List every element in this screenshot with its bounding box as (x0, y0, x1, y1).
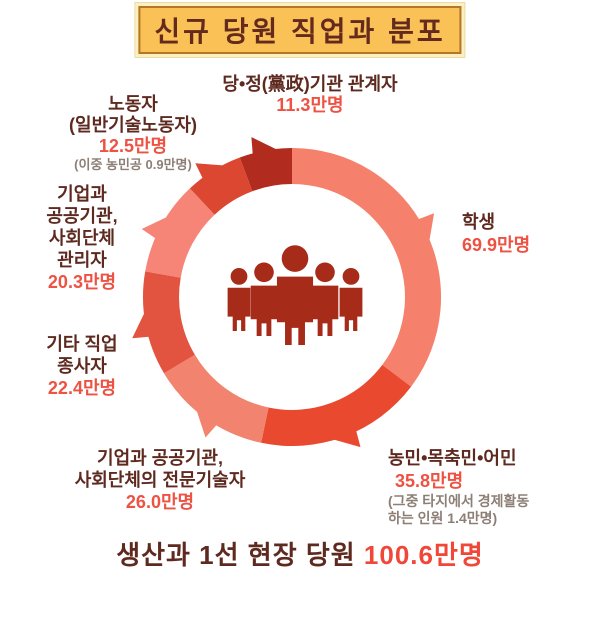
segment-value: 20.3만명 (47, 272, 117, 292)
segment-label: 기업과 (57, 184, 107, 204)
title-box: 신규 당원 직업과 분포 (135, 3, 465, 57)
person-silhouette-icon (311, 262, 339, 336)
segment-label: 농민•목축민•어민 (388, 448, 517, 468)
label-professionals: 기업과 공공기관, 사회단체의 전문기술자 26.0만명 (35, 447, 285, 513)
person-silhouette-icon (339, 268, 363, 331)
footer-total: 생산과 1선 현장 당원 100.6만명 (0, 535, 600, 572)
segment-label: (일반기술노동자) (69, 115, 197, 135)
footer-value: 100.6만명 (363, 540, 484, 570)
segment-label: 학생 (462, 212, 496, 232)
person-silhouette-icon (250, 262, 278, 336)
segment-label: 기타 직업 (46, 334, 118, 354)
label-workers: 노동자 (일반기술노동자) 12.5만명 (이중 농민공 0.9만명) (43, 94, 223, 173)
label-students: 학생 69.9만명 (462, 211, 582, 257)
segment-label: 사회단체의 전문기술자 (74, 470, 246, 490)
segment-label: 사회단체 (48, 228, 116, 248)
segment-note: (이중 농민공 0.9만명) (74, 157, 192, 172)
segment-value: 35.8만명 (395, 471, 464, 491)
footer-text: 생산과 1선 현장 당원 (116, 540, 364, 570)
segment-value: 12.5만명 (98, 136, 168, 156)
donut-segment-farmers (261, 364, 412, 448)
page-title: 신규 당원 직업과 분포 (138, 6, 462, 54)
people-group-icon (227, 245, 363, 345)
label-managers: 기업과 공공기관, 사회단체 관리자 20.3만명 (7, 183, 157, 293)
segment-label: 노동자 (108, 94, 158, 114)
segment-value: 69.9만명 (462, 235, 531, 255)
segment-note: (그중 타지에서 경제활동 (388, 493, 530, 509)
segment-value: 11.3만명 (276, 95, 344, 115)
segment-label: 당•정(黨政)기관 관계자 (222, 74, 398, 94)
segment-value: 22.4만명 (47, 378, 117, 398)
segment-note: 하는 인원 1.4만명) (388, 510, 498, 526)
person-silhouette-icon (227, 268, 251, 331)
donut-segment-students (292, 147, 442, 387)
donut-segment-party_gov (239, 137, 292, 192)
label-party-gov: 당•정(黨政)기관 관계자 11.3만명 (198, 74, 422, 116)
donut-segment-professionals (164, 354, 269, 443)
label-farmers: 농민•목축민•어민 35.8만명 (그중 타지에서 경제활동 하는 인원 1.4… (388, 447, 573, 527)
segment-label: 관리자 (57, 250, 107, 270)
segment-label: 공공기관, (46, 206, 118, 226)
segment-label: 종사자 (57, 356, 107, 376)
segment-value: 26.0만명 (125, 492, 195, 512)
label-others: 기타 직업 종사자 22.4만명 (7, 333, 157, 399)
segment-label: 기업과 공공기관, (97, 448, 223, 468)
person-silhouette-icon (276, 245, 314, 345)
